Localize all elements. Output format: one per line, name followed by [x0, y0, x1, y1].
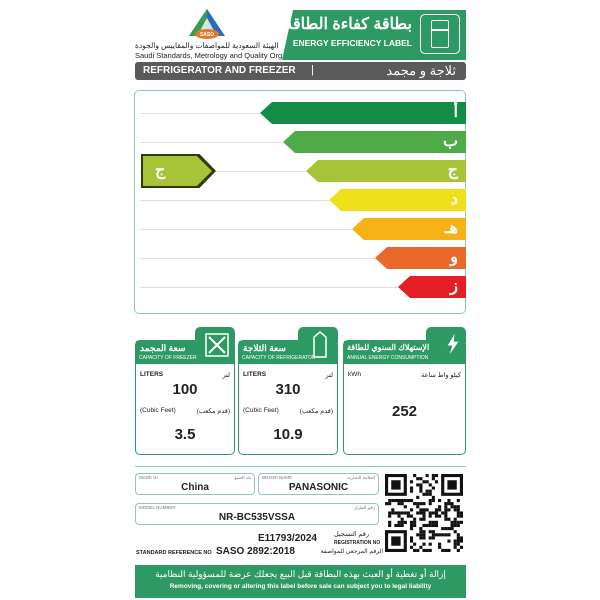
category-english: REFRIGERATOR AND FREEZER — [143, 65, 296, 76]
saso-logo: SASO — [189, 9, 225, 39]
made-in-field: MADE IN بلد الصنع China — [135, 473, 255, 495]
energy-value: 252 — [391, 403, 418, 420]
title-arabic: بطاقة كفاءة الطاقة — [284, 16, 412, 33]
guide-line — [140, 113, 260, 114]
expand-arrows-icon — [205, 333, 229, 357]
standard-reference: SASO 2892:2018 — [216, 546, 295, 557]
model-value: NR-BC535VSSA — [218, 512, 296, 523]
model-label-ar: رقم الطراز — [354, 505, 375, 510]
brand-field: BRAND NAME العلامة التجارية PANASONIC — [258, 473, 379, 495]
category-arabic: ثلاجة و مجمد — [386, 63, 456, 78]
label-header — [282, 10, 466, 60]
divider — [135, 466, 466, 467]
saso-logo-text: SASO — [200, 32, 214, 38]
guide-line — [140, 258, 375, 259]
model-field: MODEL NUMBER رقم الطراز NR-BC535VSSA — [135, 503, 379, 525]
freezer-header: سعة المجمد CAPACITY OF FREEZER — [136, 333, 234, 364]
refrigerator-unit-en: LITERS — [243, 371, 267, 378]
made-in-label-ar: بلد الصنع — [234, 475, 251, 480]
freezer-tab — [195, 327, 235, 343]
brand-value: PANASONIC — [288, 482, 349, 493]
refrigerator-tab — [298, 327, 338, 343]
rating-bar: و — [375, 247, 466, 269]
energy-title-arabic: الإستهلاك السنوي للطاقة — [347, 343, 430, 352]
rating-bar: ز — [398, 276, 466, 298]
model-label-en: MODEL NUMBER — [139, 505, 176, 510]
brand-label-ar: العلامة التجارية — [347, 475, 375, 480]
rating-bar: ج — [306, 160, 466, 182]
footer-english: Removing, covering or altering this labe… — [169, 583, 432, 590]
title-english: ENERGY EFFICIENCY LABEL — [292, 38, 412, 48]
energy-header: الإستهلاك السنوي للطاقة ANNUAL ENERGY CO… — [344, 334, 465, 364]
freezer-title-english: CAPACITY OF FREEZER — [139, 355, 197, 361]
product-category-bar: REFRIGERATOR AND FREEZER | ثلاجة و مجمد — [135, 62, 466, 80]
freezer-liters: 100 — [172, 381, 198, 398]
freezer-capacity-box: سعة المجمد CAPACITY OF FREEZER LITERS لت… — [135, 333, 235, 455]
rating-bar: أ — [260, 102, 466, 124]
refrigerator-header: سعة الثلاجة CAPACITY OF REFRIGERATOR — [239, 331, 337, 364]
lightning-icon — [447, 334, 459, 354]
energy-consumption-box: الإستهلاك السنوي للطاقة ANNUAL ENERGY CO… — [343, 334, 466, 455]
energy-unit-en: kWh — [348, 371, 361, 378]
refrigerator-cf-en: (Cubic Feet) — [243, 407, 279, 414]
rating-indicator-label: ج — [143, 156, 212, 186]
guide-line — [140, 171, 306, 172]
rating-bar: ب — [283, 131, 466, 153]
freezer-unit-ar: لتر — [222, 372, 230, 379]
brand-label-en: BRAND NAME — [262, 475, 293, 480]
freezer-title-arabic: سعة المجمد — [140, 343, 186, 353]
saso-logo-block: SASO الهيئة السعودية للمواصفات والمقاييس… — [135, 8, 290, 60]
category-separator: | — [311, 64, 314, 76]
refrigerator-unit-ar: لتر — [325, 372, 333, 379]
registration-label-en: REGISTRATION NO — [334, 540, 381, 546]
energy-unit-ar: كيلو واط ساعة — [421, 372, 461, 379]
refrigerator-cf-ar: (قدم مكعب) — [299, 408, 333, 415]
refrigerator-capacity-box: سعة الثلاجة CAPACITY OF REFRIGERATOR LIT… — [238, 331, 338, 455]
energy-title-english: ANNUAL ENERGY CONSUMPTION — [347, 355, 429, 361]
freezer-cf-ar: (قدم مكعب) — [196, 408, 230, 415]
milk-carton-icon — [313, 331, 327, 358]
rating-bar: هـ — [352, 218, 466, 240]
footer-arabic: إزالة أو تغطية أو العبث بهذه البطاقة قبل… — [155, 569, 446, 579]
guide-line — [140, 142, 283, 143]
registration-label-ar: رقم التسجيل — [334, 531, 370, 538]
refrigerator-icon — [420, 14, 460, 54]
freezer-unit-en: LITERS — [140, 371, 164, 378]
refrigerator-title-arabic: سعة الثلاجة — [243, 343, 286, 353]
standard-label-en: STANDARD REFERENCE NO — [136, 550, 212, 556]
refrigerator-liters: 310 — [275, 381, 301, 398]
rating-indicator: ج — [141, 154, 216, 188]
org-name-english: Saudi Standards, Metrology and Quality O… — [135, 51, 285, 60]
legal-footer: إزالة أو تغطية أو العبث بهذه البطاقة قبل… — [135, 565, 466, 598]
qr-code[interactable] — [385, 473, 463, 553]
freezer-cf-en: (Cubic Feet) — [140, 407, 176, 414]
refrigerator-title-english: CAPACITY OF REFRIGERATOR — [242, 355, 316, 361]
made-in-value: China — [181, 482, 209, 493]
guide-line — [140, 229, 352, 230]
energy-tab — [426, 327, 466, 343]
org-name-arabic: الهيئة السعودية للمواصفات والمقاييس والج… — [135, 41, 279, 50]
rating-bar: د — [329, 189, 466, 211]
refrigerator-cubic-feet: 10.9 — [273, 426, 303, 443]
guide-line — [140, 200, 329, 201]
standard-label-ar: الرقم المرجعي للمواصفة — [320, 549, 383, 555]
registration-number: E11793/2024 — [258, 533, 317, 544]
guide-line — [140, 287, 398, 288]
made-in-label-en: MADE IN — [139, 475, 158, 480]
freezer-cubic-feet: 3.5 — [174, 426, 196, 443]
